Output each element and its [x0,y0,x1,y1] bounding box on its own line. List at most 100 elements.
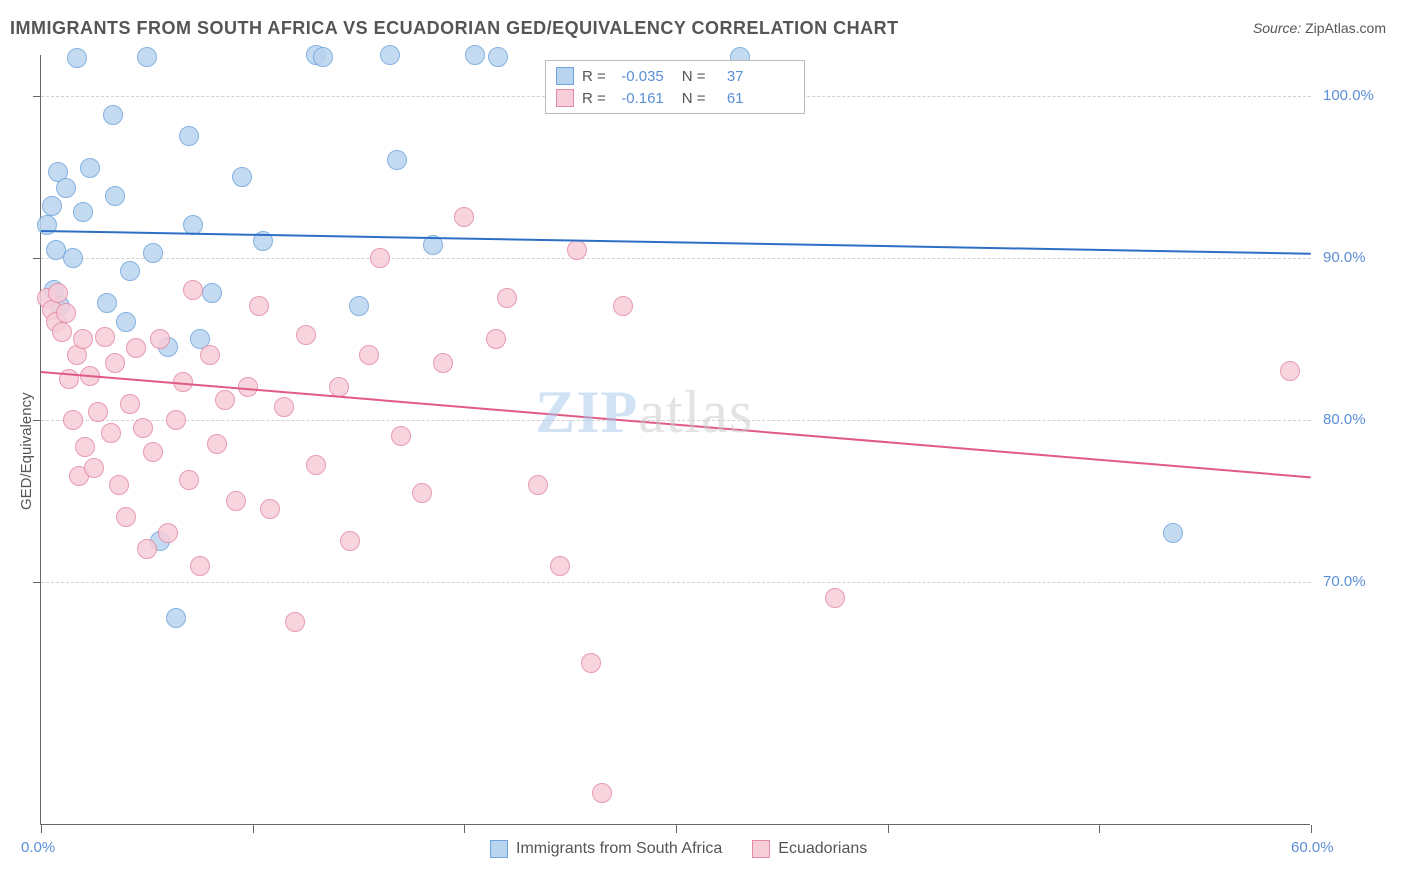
data-point-ecuadorians [285,612,305,632]
correlation-legend: R =-0.035N =37R =-0.161N =61 [545,60,805,114]
legend-item-ecuadorians: Ecuadorians [752,840,867,858]
data-point-ecuadorians [567,240,587,260]
data-point-ecuadorians [486,329,506,349]
legend-n-label: N = [682,68,706,85]
data-point-ecuadorians [63,410,83,430]
data-point-ecuadorians [52,322,72,342]
data-point-ecuadorians [75,437,95,457]
data-point-ecuadorians [581,653,601,673]
legend-n-label: N = [682,90,706,107]
data-point-ecuadorians [454,207,474,227]
chart-title: IMMIGRANTS FROM SOUTH AFRICA VS ECUADORI… [10,18,899,39]
data-point-south_africa [67,48,87,68]
data-point-ecuadorians [137,539,157,559]
ytick-mark [33,258,41,259]
data-point-ecuadorians [260,499,280,519]
legend-r-value: -0.161 [614,90,664,107]
data-point-south_africa [63,248,83,268]
data-point-ecuadorians [116,507,136,527]
data-point-ecuadorians [433,353,453,373]
data-point-south_africa [120,261,140,281]
legend-row-ecuadorians: R =-0.161N =61 [556,87,794,109]
chart-container: IMMIGRANTS FROM SOUTH AFRICA VS ECUADORI… [0,0,1406,892]
data-point-ecuadorians [340,531,360,551]
data-point-south_africa [387,150,407,170]
ytick-label: 100.0% [1323,87,1374,104]
data-point-south_africa [42,196,62,216]
legend-r-label: R = [582,90,606,107]
data-point-south_africa [488,47,508,67]
data-point-ecuadorians [95,327,115,347]
legend-swatch [556,67,574,85]
data-point-ecuadorians [613,296,633,316]
xtick-mark [41,825,42,833]
ytick-mark [33,582,41,583]
data-point-south_africa [166,608,186,628]
data-point-south_africa [143,243,163,263]
data-point-ecuadorians [528,475,548,495]
data-point-south_africa [116,312,136,332]
xtick-mark [464,825,465,833]
data-point-south_africa [137,47,157,67]
legend-item-label: Immigrants from South Africa [516,840,722,858]
data-point-south_africa [103,105,123,125]
xtick-mark [253,825,254,833]
data-point-ecuadorians [226,491,246,511]
data-point-ecuadorians [158,523,178,543]
legend-swatch [490,840,508,858]
ytick-label: 70.0% [1323,573,1366,590]
source-attribution: Source: ZipAtlas.com [1253,20,1386,36]
gridline-h [41,258,1311,259]
data-point-ecuadorians [84,458,104,478]
data-point-south_africa [349,296,369,316]
data-point-ecuadorians [200,345,220,365]
xtick-label: 0.0% [21,839,55,856]
data-point-south_africa [105,186,125,206]
legend-n-value: 37 [714,68,744,85]
data-point-ecuadorians [56,303,76,323]
data-point-ecuadorians [150,329,170,349]
data-point-ecuadorians [109,475,129,495]
data-point-south_africa [232,167,252,187]
data-point-ecuadorians [190,556,210,576]
legend-swatch [752,840,770,858]
data-point-south_africa [202,283,222,303]
legend-item-south_africa: Immigrants from South Africa [490,840,722,858]
data-point-ecuadorians [306,455,326,475]
ytick-label: 80.0% [1323,411,1366,428]
trendline-ecuadorians [41,371,1311,478]
series-legend: Immigrants from South Africa Ecuadorians [490,840,867,858]
data-point-ecuadorians [207,434,227,454]
legend-row-south_africa: R = -0.035 N = 37 [556,65,794,87]
data-point-ecuadorians [183,280,203,300]
gridline-h [41,582,1311,583]
ytick-label: 90.0% [1323,249,1366,266]
data-point-south_africa [179,126,199,146]
trendline-south_africa [41,230,1311,255]
data-point-ecuadorians [249,296,269,316]
data-point-south_africa [380,45,400,65]
data-point-ecuadorians [296,325,316,345]
data-point-south_africa [80,158,100,178]
gridline-h [41,420,1311,421]
data-point-ecuadorians [133,418,153,438]
data-point-south_africa [73,202,93,222]
data-point-ecuadorians [497,288,517,308]
data-point-ecuadorians [370,248,390,268]
xtick-mark [888,825,889,833]
data-point-south_africa [97,293,117,313]
xtick-mark [1311,825,1312,833]
legend-swatch [556,89,574,107]
y-axis-label: GED/Equivalency [18,392,35,510]
source-label: Source: [1253,20,1301,36]
data-point-south_africa [465,45,485,65]
source-value: ZipAtlas.com [1305,20,1386,36]
legend-r-value: -0.035 [614,68,664,85]
data-point-south_africa [1163,523,1183,543]
legend-item-label: Ecuadorians [778,840,867,858]
legend-r-label: R = [582,68,606,85]
data-point-south_africa [313,47,333,67]
data-point-ecuadorians [73,329,93,349]
data-point-ecuadorians [126,338,146,358]
plot-area: 70.0%80.0%90.0%100.0%0.0%60.0% [40,55,1310,825]
